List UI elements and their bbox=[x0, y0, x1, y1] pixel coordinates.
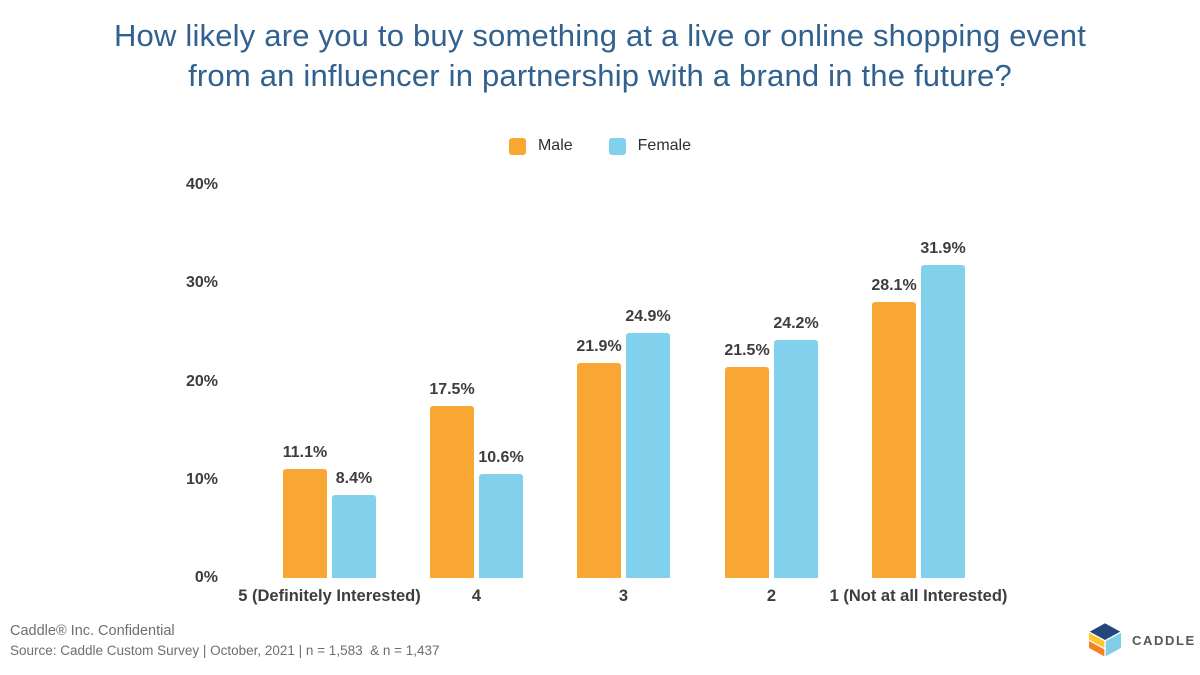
bar-value-female-3: 24.9% bbox=[625, 308, 671, 325]
bar-female-2 bbox=[479, 474, 523, 578]
legend-item-female: Female bbox=[608, 137, 692, 155]
chart-title-line2: from an influencer in partnership with a… bbox=[188, 58, 1012, 93]
y-axis-label-40: 40% bbox=[185, 176, 218, 193]
bar-male-1 bbox=[283, 469, 327, 578]
x-axis-label-4: 2 bbox=[766, 587, 777, 605]
footer: Caddle® Inc. Confidential Source: Caddle… bbox=[10, 621, 440, 660]
bar-value-male-3: 21.9% bbox=[576, 338, 622, 355]
legend-swatch-female bbox=[608, 137, 626, 155]
bar-value-male-5: 28.1% bbox=[871, 277, 917, 294]
y-axis-label-30: 30% bbox=[185, 274, 218, 292]
bar-female-4 bbox=[774, 340, 818, 578]
bar-female-5 bbox=[921, 265, 965, 578]
caddle-logo: CADDLE bbox=[1086, 620, 1196, 660]
bar-female-1 bbox=[332, 495, 376, 578]
chart-title-line1: How likely are you to buy something at a… bbox=[113, 18, 1087, 53]
legend-label-female: Female bbox=[637, 137, 692, 154]
bar-value-male-4: 21.5% bbox=[724, 342, 770, 359]
bar-value-female-4: 24.2% bbox=[773, 315, 819, 332]
legend-item-male: Male bbox=[508, 137, 573, 155]
legend-label-male: Male bbox=[537, 137, 573, 154]
legend-swatch-male bbox=[508, 137, 526, 155]
caddle-logo-text: CADDLE bbox=[1132, 632, 1196, 648]
source-text: Source: Caddle Custom Survey | October, … bbox=[10, 643, 440, 658]
bar-value-female-2: 10.6% bbox=[478, 449, 524, 466]
bar-male-5 bbox=[872, 302, 916, 578]
bar-value-male-2: 17.5% bbox=[429, 381, 475, 398]
bar-value-female-1: 8.4% bbox=[335, 470, 373, 487]
y-axis-label-0: 0% bbox=[194, 569, 218, 586]
bar-value-female-5: 31.9% bbox=[920, 240, 966, 257]
chart-legend: Male Female bbox=[0, 137, 1200, 155]
x-axis-label-3: 3 bbox=[618, 587, 629, 605]
bar-male-4 bbox=[725, 367, 769, 578]
y-axis-label-10: 10% bbox=[185, 470, 218, 488]
bar-female-3 bbox=[626, 333, 670, 578]
x-axis-label-1: 5 (Definitely Interested) bbox=[238, 587, 421, 605]
x-axis-label-2: 4 bbox=[471, 587, 482, 605]
confidential-text: Caddle® Inc. Confidential bbox=[10, 623, 175, 639]
caddle-logo-icon bbox=[1087, 621, 1123, 659]
bar-value-male-1: 11.1% bbox=[282, 444, 328, 461]
bar-male-3 bbox=[577, 363, 621, 578]
y-axis-label-20: 20% bbox=[185, 372, 218, 390]
bar-male-2 bbox=[430, 406, 474, 578]
x-axis-label-5: 1 (Not at all Interested) bbox=[829, 587, 1008, 605]
chart-title: How likely are you to buy something at a… bbox=[0, 16, 1200, 96]
